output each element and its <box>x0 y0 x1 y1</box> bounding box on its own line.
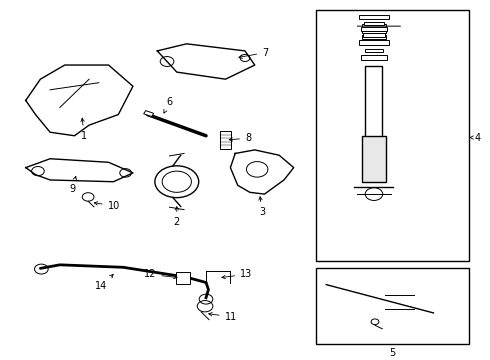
Bar <box>362 24 386 28</box>
Bar <box>361 55 387 60</box>
Bar <box>144 111 154 117</box>
Text: 6: 6 <box>164 97 172 113</box>
Text: 9: 9 <box>69 176 76 194</box>
Bar <box>363 33 385 37</box>
Bar <box>316 268 469 345</box>
Text: 3: 3 <box>259 197 265 217</box>
Text: 12: 12 <box>144 269 177 279</box>
Bar <box>359 15 389 19</box>
Text: 13: 13 <box>222 269 252 279</box>
Bar <box>364 22 384 25</box>
Bar <box>366 66 383 157</box>
Bar <box>359 40 389 45</box>
Text: 5: 5 <box>389 348 395 358</box>
Text: 4: 4 <box>475 132 481 143</box>
Text: 11: 11 <box>209 312 237 322</box>
Bar <box>362 35 386 39</box>
Bar <box>176 271 191 284</box>
Bar <box>365 49 383 52</box>
Text: 14: 14 <box>95 274 113 291</box>
Text: 10: 10 <box>94 201 120 211</box>
Bar <box>362 29 386 33</box>
Text: 1: 1 <box>81 118 87 141</box>
Text: 7: 7 <box>239 48 269 58</box>
Text: 8: 8 <box>229 133 251 143</box>
Bar <box>220 131 231 149</box>
Text: 2: 2 <box>173 207 180 227</box>
Bar <box>316 10 469 261</box>
Bar <box>362 136 386 182</box>
Bar <box>361 27 387 31</box>
